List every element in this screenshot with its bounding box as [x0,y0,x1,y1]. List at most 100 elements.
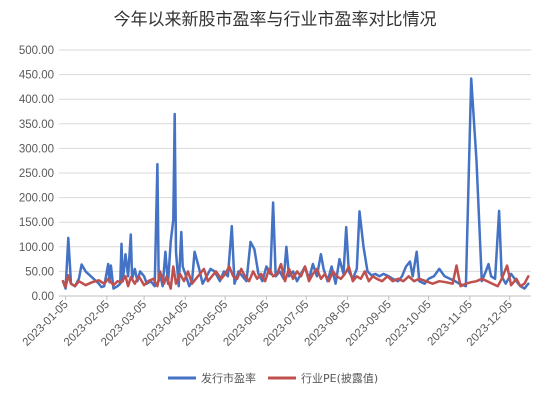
data-point [188,285,190,287]
data-point [362,246,364,248]
data-point [252,270,254,272]
data-point [162,285,164,287]
data-point [300,275,302,277]
series-2 [61,262,530,290]
data-point [322,268,324,270]
data-point [100,286,102,288]
data-point [510,273,512,275]
data-point [116,285,118,287]
data-point [209,268,211,270]
data-point [498,210,500,212]
data-point [264,280,266,282]
data-point [345,226,347,228]
y-tick-label: 0.00 [32,291,54,303]
data-point [336,275,338,277]
data-point [233,283,235,285]
data-point [312,273,314,275]
y-tick-label: 150.00 [19,217,54,229]
data-point [397,278,399,280]
data-point [470,77,472,79]
y-tick-label: 500.00 [19,45,54,57]
data-point [445,281,447,283]
data-point [219,280,221,282]
data-point [316,268,318,270]
data-point [334,283,336,285]
data-point [316,275,318,277]
data-point [183,280,185,282]
data-point [418,278,420,280]
data-point [74,285,76,287]
data-point [272,201,274,203]
data-point [175,251,177,253]
data-point [485,270,487,272]
data-point [292,278,294,280]
data-point [62,280,64,282]
data-point [438,280,440,282]
data-point [455,264,457,266]
data-point [427,278,429,280]
data-point [438,268,440,270]
data-point [207,280,209,282]
data-point [265,265,267,267]
data-point [98,279,100,281]
data-point [193,251,195,253]
data-point [227,275,229,277]
data-point [220,278,222,280]
data-point [451,283,453,285]
data-point [494,278,496,280]
data-point [497,285,499,287]
data-point [134,283,136,285]
data-point [170,241,172,243]
data-point [103,285,105,287]
series-line [61,77,530,290]
y-tick-label: 450.00 [19,70,54,82]
data-point [364,270,366,272]
data-point [80,263,82,265]
data-point [506,264,508,266]
data-point [187,270,189,272]
data-point [330,265,332,267]
data-point [368,280,370,282]
data-point [486,280,488,282]
data-point [112,284,114,286]
data-point [358,210,360,212]
data-point [78,280,80,282]
data-point [459,285,461,287]
data-point [332,270,334,272]
data-point [156,163,158,165]
data-point [324,273,326,275]
data-point [288,268,290,270]
data-point [523,287,525,289]
data-point [376,278,378,280]
data-point [470,281,472,283]
legend-label: 发行市盈率 [201,371,256,385]
data-point [292,270,294,272]
data-point [320,253,322,255]
data-point [449,278,451,280]
data-point [166,275,168,277]
data-point [110,264,112,266]
chart-title: 今年以来新股市盈率与行业市盈率对比情况 [114,10,437,29]
data-point [260,273,262,275]
data-point [392,280,394,282]
data-point [352,280,354,282]
data-point [515,278,517,280]
data-point [366,270,368,272]
data-point [510,284,512,286]
data-point [236,278,238,280]
data-point [413,280,415,282]
data-point [416,251,418,253]
data-point [174,113,176,115]
data-point [203,268,205,270]
data-point [356,275,358,277]
data-point [465,283,467,285]
series-line [61,262,530,290]
data-point [191,283,193,285]
data-point [179,273,181,275]
data-point [164,251,166,253]
data-point [124,253,126,255]
data-point [159,270,161,272]
data-point [98,283,100,285]
data-point [182,265,184,267]
